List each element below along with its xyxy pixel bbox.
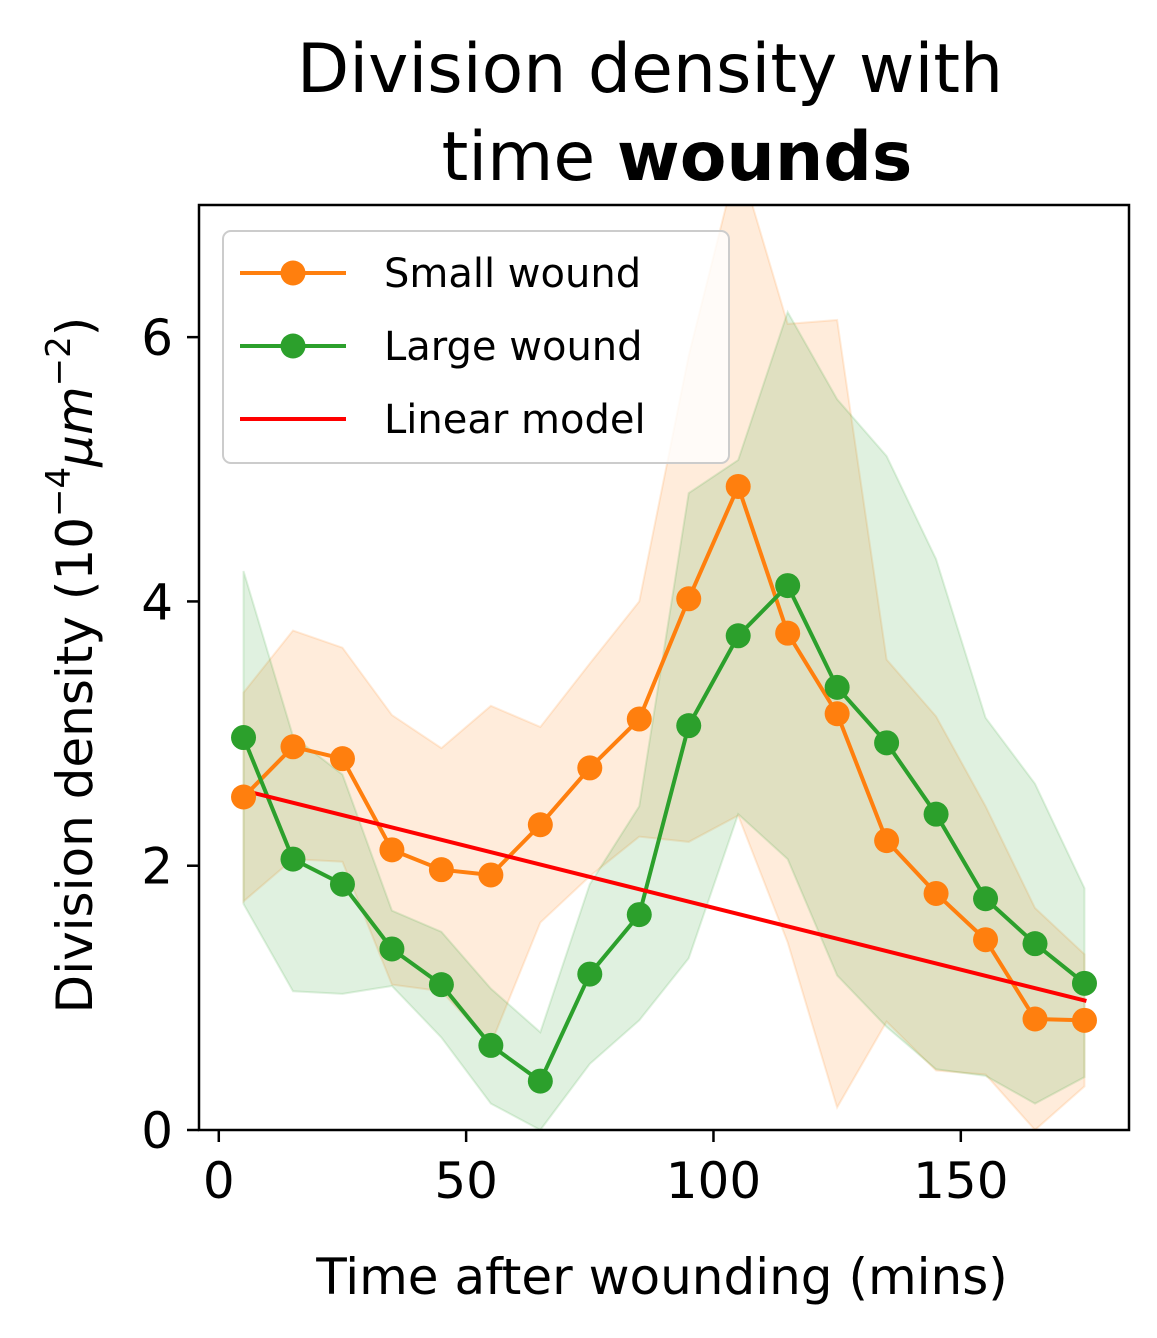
y-tick-label: 0 [141, 1102, 173, 1160]
y-axis-label: Division density (10−4μm−2) [39, 317, 104, 1014]
large-wound-point [1022, 931, 1048, 957]
y-axis-label-exponent-1: −4 [39, 467, 79, 517]
small-wound-point [725, 473, 751, 499]
linear-model-line [241, 787, 1087, 1003]
large-wound-point [231, 725, 257, 751]
large-wound-point [775, 573, 801, 599]
plot-frame [197, 203, 1131, 1132]
large-wound-point [874, 730, 900, 756]
large-wound-point [428, 972, 454, 998]
large-wound-point [379, 936, 405, 962]
chart-title-plain: time [442, 118, 596, 197]
legend: Small wound Large wound Linear model [222, 230, 730, 464]
large-wound-band [242, 309, 1086, 1130]
y-axis-label-unit: μm [46, 386, 104, 468]
y-tick-label: 6 [141, 309, 173, 367]
x-tick-label: 150 [913, 1152, 1008, 1210]
small-wound-point [775, 620, 801, 646]
small-wound-point [280, 734, 306, 760]
chart-title-line-2: time wounds [442, 118, 913, 197]
small-wound-point [626, 706, 652, 732]
small-wound-point [1071, 1007, 1097, 1033]
y-axis-ticks: 0 2 4 6 [141, 309, 199, 1160]
y-axis-label-suffix: ) [46, 317, 104, 337]
x-axis-ticks: 0 50 100 150 [203, 1130, 1009, 1210]
small-wound-point [329, 746, 355, 772]
large-wound-point [824, 674, 850, 700]
large-wound-point [1071, 970, 1097, 996]
x-tick-label: 100 [666, 1152, 761, 1210]
y-axis-label-exponent-2: −2 [39, 336, 79, 386]
chart-title-line-1: Division density with [297, 30, 1003, 109]
large-wound-point [725, 623, 751, 649]
small-wound-point [1022, 1006, 1048, 1032]
small-wound-point [428, 857, 454, 883]
small-wound-point [231, 784, 257, 810]
y-tick-label: 4 [141, 573, 173, 631]
large-wound-point [676, 713, 702, 739]
confidence-bands [242, 205, 1086, 1130]
legend-label-large-wound: Large wound [384, 324, 643, 370]
series-markers [231, 473, 1097, 1094]
chart-title-bold: wounds [617, 118, 913, 197]
large-wound-point [923, 801, 949, 827]
small-wound-point [874, 828, 900, 854]
small-wound-point [478, 862, 504, 888]
small-wound-point [824, 701, 850, 727]
small-wound-point [379, 837, 405, 863]
x-tick-label: 50 [434, 1152, 498, 1210]
legend-label-small-wound: Small wound [384, 251, 641, 297]
small-wound-point [676, 586, 702, 612]
large-wound-point [329, 871, 355, 897]
large-wound-point [626, 902, 652, 928]
legend-marker-large-wound [280, 333, 306, 359]
large-wound-point [577, 961, 603, 987]
large-wound-point [478, 1032, 504, 1058]
y-tick-label: 2 [141, 838, 173, 896]
legend-label-linear-model: Linear model [384, 397, 646, 443]
x-axis-label: Time after wounding (mins) [315, 1248, 1008, 1306]
large-wound-line [240, 583, 1088, 1084]
small-wound-point [527, 812, 553, 838]
large-wound-point [280, 846, 306, 872]
small-wound-point [577, 755, 603, 781]
legend-marker-small-wound [280, 260, 306, 286]
x-tick-label: 0 [203, 1152, 235, 1210]
small-wound-point [923, 880, 949, 906]
large-wound-point [973, 886, 999, 912]
small-wound-point [973, 927, 999, 953]
legend-box [222, 230, 730, 464]
y-axis-label-prefix: Division density (10 [46, 517, 104, 1013]
large-wound-point [527, 1068, 553, 1094]
